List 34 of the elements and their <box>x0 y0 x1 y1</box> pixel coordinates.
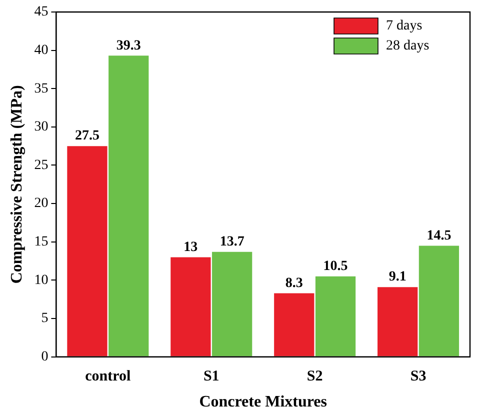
bar <box>67 146 108 356</box>
data-label: 13.7 <box>220 234 244 250</box>
data-label: 27.5 <box>74 128 100 144</box>
y-tick-label: 30 <box>34 120 48 135</box>
bar <box>418 246 460 356</box>
data-label: 8.3 <box>285 276 303 291</box>
bar <box>274 293 314 356</box>
data-label: 39.3 <box>116 38 141 54</box>
data-label: 9.1 <box>388 270 406 285</box>
x-tick-label: S1 <box>203 368 220 385</box>
y-tick-label: 40 <box>34 42 48 58</box>
bar <box>212 252 252 356</box>
data-label: 14.5 <box>426 228 452 244</box>
y-tick-label: 0 <box>41 349 48 364</box>
bar <box>378 287 418 356</box>
bar <box>315 276 356 356</box>
y-tick-label: 25 <box>34 158 48 173</box>
x-tick-label: S3 <box>410 368 426 385</box>
x-tick-label: control <box>85 368 131 385</box>
y-tick-label: 20 <box>34 196 48 212</box>
x-tick-label: S2 <box>306 368 323 385</box>
data-label: 10.5 <box>323 258 348 274</box>
data-label: 13 <box>184 240 198 255</box>
y-tick-label: 10 <box>34 272 48 288</box>
legend-label: 7 days <box>386 18 422 34</box>
bar <box>170 257 211 356</box>
y-tick-label: 5 <box>41 311 48 326</box>
y-tick-label: 15 <box>34 234 48 250</box>
y-axis-title: Compressive Strength (MPa) <box>8 85 26 284</box>
y-tick-label: 45 <box>34 4 48 20</box>
bar <box>108 56 149 356</box>
y-tick-label: 35 <box>34 81 48 96</box>
legend-label: 28 days <box>386 38 430 54</box>
x-axis-title: Concrete Mixtures <box>199 394 328 411</box>
